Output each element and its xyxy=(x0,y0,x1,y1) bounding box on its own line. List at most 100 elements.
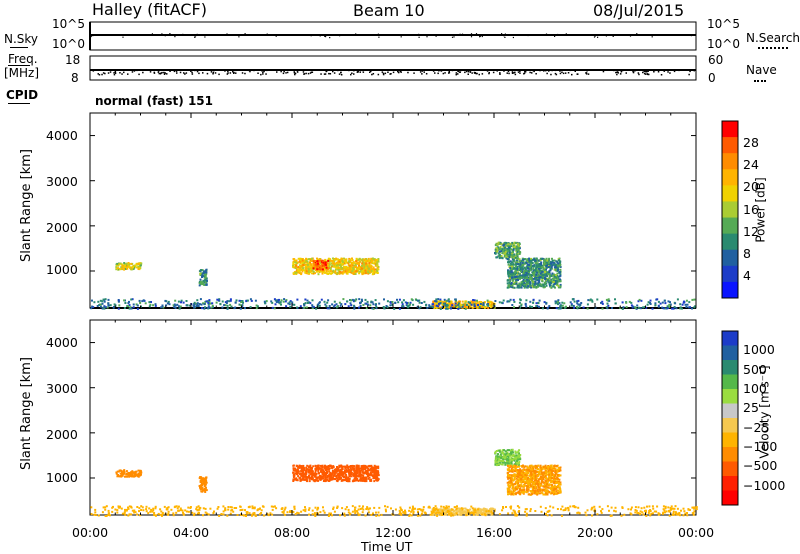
data-cell xyxy=(121,474,124,477)
data-cell xyxy=(314,272,316,275)
data-cell xyxy=(556,277,559,280)
data-cell xyxy=(514,265,517,268)
noise-dot xyxy=(400,36,402,38)
nave-dot xyxy=(564,72,567,74)
data-cell xyxy=(515,272,517,275)
data-cell xyxy=(605,306,608,309)
data-cell xyxy=(428,305,431,308)
data-cell xyxy=(554,277,557,280)
nave-dot xyxy=(511,71,514,73)
data-cell xyxy=(343,260,346,263)
nave-dot xyxy=(574,70,576,72)
data-cell xyxy=(534,262,537,265)
data-cell xyxy=(519,267,522,270)
data-cell xyxy=(508,256,511,259)
data-cell xyxy=(541,278,544,281)
data-cell xyxy=(449,301,452,304)
data-cell xyxy=(374,268,377,271)
data-cell xyxy=(664,307,667,310)
data-cell xyxy=(508,281,511,284)
nave-dot xyxy=(163,71,165,74)
data-cell xyxy=(534,482,537,485)
data-cell xyxy=(525,281,528,284)
data-cell xyxy=(361,465,364,468)
data-cell xyxy=(315,307,318,310)
data-cell xyxy=(605,298,608,301)
data-cell xyxy=(558,478,561,481)
data-cell xyxy=(316,305,319,308)
data-cell xyxy=(518,277,520,280)
data-cell xyxy=(301,470,304,473)
data-cell xyxy=(377,474,380,477)
nave-dot xyxy=(357,70,359,72)
data-cell xyxy=(511,250,514,253)
data-cell xyxy=(125,266,128,269)
data-cell xyxy=(351,257,353,260)
data-cell xyxy=(346,480,349,483)
data-cell xyxy=(363,265,366,268)
data-cell xyxy=(519,266,522,269)
data-cell xyxy=(375,479,378,481)
data-cell xyxy=(353,270,356,273)
data-cell xyxy=(322,261,325,264)
nave-dot xyxy=(613,69,615,72)
nave-dot xyxy=(562,72,565,75)
data-cell xyxy=(559,283,562,286)
data-cell xyxy=(497,453,499,456)
data-cell xyxy=(302,267,305,270)
data-cell xyxy=(674,302,677,305)
noise-left-tick-bottom: 10^0 xyxy=(52,37,85,51)
data-cell xyxy=(346,300,349,303)
data-cell xyxy=(508,460,511,463)
noise-dot xyxy=(315,34,317,36)
data-cell xyxy=(526,487,529,490)
data-cell xyxy=(358,264,360,267)
data-cell xyxy=(299,257,302,260)
data-cell xyxy=(522,474,525,477)
data-cell xyxy=(197,305,200,307)
nave-dot xyxy=(409,69,411,71)
data-cell xyxy=(296,473,299,476)
data-cell xyxy=(204,480,206,483)
nave-dot xyxy=(523,72,526,74)
data-cell xyxy=(543,476,546,478)
data-cell xyxy=(314,471,317,474)
data-cell xyxy=(312,267,315,270)
nave-dot xyxy=(123,71,125,74)
data-cell xyxy=(514,267,517,270)
data-cell xyxy=(470,303,473,306)
data-cell xyxy=(550,261,553,264)
nave-dot xyxy=(616,71,619,73)
data-cell xyxy=(546,272,549,275)
data-cell xyxy=(449,305,452,308)
data-cell xyxy=(205,300,208,303)
data-cell xyxy=(300,473,303,476)
noise-dot xyxy=(122,36,124,38)
data-cell xyxy=(546,307,549,310)
data-cell xyxy=(509,278,512,281)
data-cell xyxy=(358,272,361,275)
data-cell xyxy=(119,262,122,265)
data-cell xyxy=(205,279,208,282)
data-cell xyxy=(554,480,557,483)
data-cell xyxy=(494,300,497,302)
noise-dot xyxy=(475,33,478,35)
data-cell xyxy=(320,470,323,473)
data-cell xyxy=(630,301,633,304)
data-cell xyxy=(694,305,697,308)
data-cell xyxy=(299,476,302,479)
data-cell xyxy=(199,481,202,483)
data-cell xyxy=(582,306,585,309)
data-cell xyxy=(558,271,561,274)
nave-dot xyxy=(169,70,171,72)
data-cell xyxy=(160,306,163,309)
data-cell xyxy=(202,477,204,480)
data-cell xyxy=(511,286,514,289)
nave-dot xyxy=(551,69,553,72)
data-cell xyxy=(306,302,309,304)
nave-dot xyxy=(329,73,332,75)
data-cell xyxy=(126,267,129,270)
data-cell xyxy=(296,479,299,482)
data-cell xyxy=(345,474,348,477)
